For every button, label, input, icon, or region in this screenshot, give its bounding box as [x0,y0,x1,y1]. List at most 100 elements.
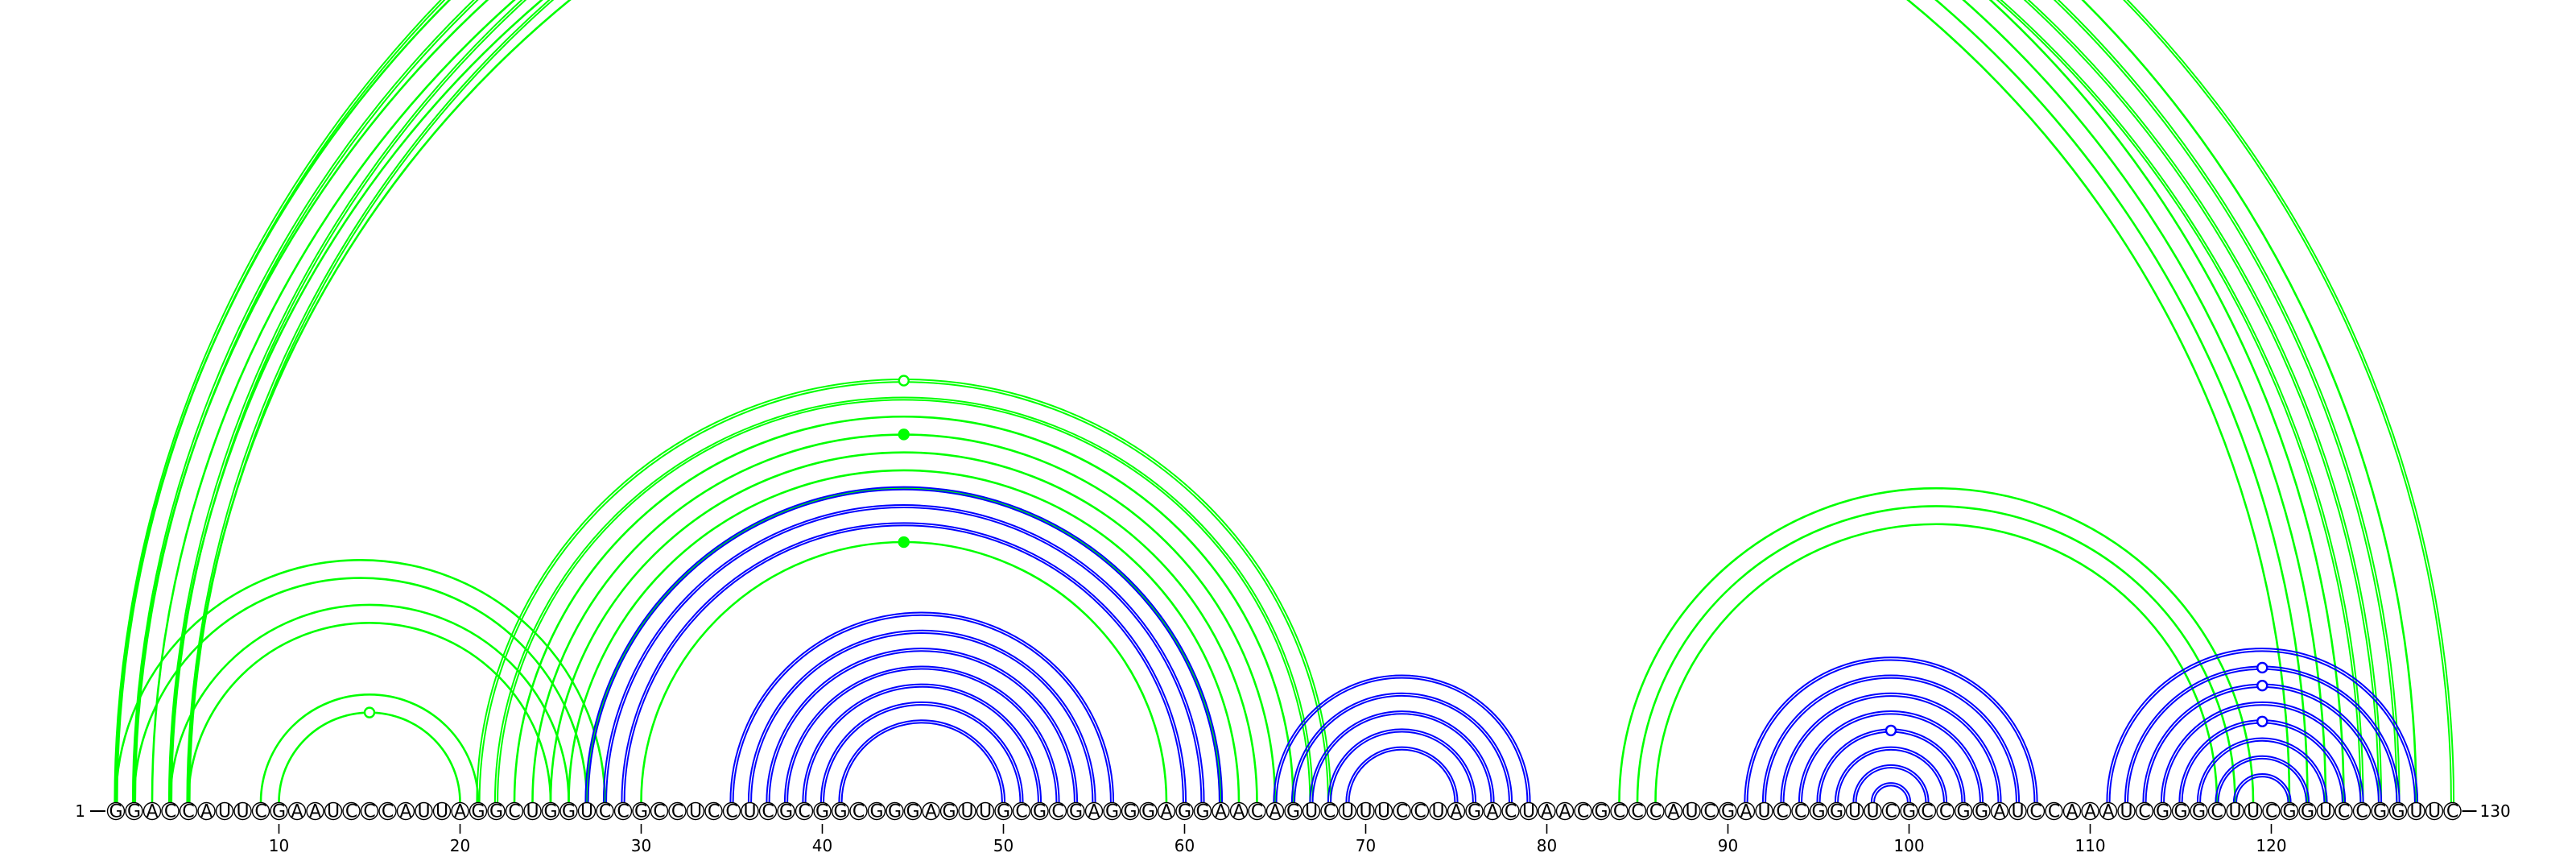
nucleotide: A [1736,802,1756,822]
nucleotide: G [994,802,1013,822]
nucleotide-circle [342,801,361,821]
nucleotide-letter: U [436,802,448,822]
arc-stroke [768,650,1075,803]
start-label: 1 [75,801,85,821]
nucleotide-circle [2371,801,2389,821]
nucleotide-circle [1320,801,1339,821]
arc-stroke [838,719,1006,803]
nucleotide: G [813,802,832,822]
arcs-layer [114,0,2455,803]
nucleotide-letter: G [1721,802,1735,822]
arc-stroke [133,577,588,803]
nucleotide-letter: U [2120,802,2132,822]
nucleotide: C [668,802,687,822]
nucleotide-letter: G [2174,802,2187,822]
nucleotide-letter: G [1594,802,1608,822]
arc-23-66 [513,415,1294,803]
nucleotide-letter: U [1522,802,1535,822]
nucleotide-letter: C [345,802,357,822]
arc-stroke [278,711,461,803]
arc-stroke [819,701,1024,803]
nucleotide-letter: U [1866,802,1879,822]
arc-stroke [2181,722,2343,803]
nucleotide-circle [2262,801,2281,821]
nucleotide-letter: G [109,802,122,822]
open-marker [1885,724,1897,737]
arc-stroke [478,381,1329,803]
nucleotide-letter: U [1757,802,1770,822]
markers-layer [363,375,2268,737]
nucleotide: C [849,802,868,822]
nucleotide: C [1048,802,1067,822]
arc-stroke [1311,713,1492,803]
nucleotide: C [758,802,778,822]
nucleotide-circle [1501,801,1520,821]
nucleotide-letter: C [2338,802,2350,822]
nucleotide-letter: A [2066,802,2078,822]
nucleotide-circle [1972,801,1991,821]
sequence-axis: 1 130 [75,801,2510,821]
nucleotide-letter: C [1703,802,1715,822]
nucleotide-circle [686,801,705,821]
nucleotide: A [1265,802,1285,822]
nucleotide: C [1410,802,1430,822]
nucleotide-letter: C [2211,802,2223,822]
nucleotide-circle [1881,801,1901,821]
arc-27-62 [584,486,1224,803]
arc-stroke [187,0,2291,803]
arc-stroke [568,469,1241,803]
nucleotide: A [1664,802,1683,822]
nucleotide-circle [1284,801,1302,821]
nucleotide: G [831,802,850,822]
nucleotide: C [505,802,524,822]
nucleotide: C [1610,802,1629,822]
nucleotide: G [2371,801,2389,822]
nucleotide-circle [1429,801,1447,821]
arc-stroke [585,486,1222,803]
arc-stroke [2217,757,2307,803]
nucleotide: G [270,802,288,822]
nucleotide-letter: G [1811,802,1825,822]
nucleotide-letter: U [743,802,756,822]
nucleotide-letter: G [815,802,829,822]
nucleotide-circle [2352,801,2372,821]
nucleotide-circle [1248,801,1266,821]
nucleotide-letter: A [1160,802,1172,822]
nucleotide-letter: G [888,802,902,822]
nucleotide-circle [1030,801,1049,821]
nucleotide-letter: C [1776,802,1788,822]
nucleotide-letter: G [997,802,1010,822]
filled-marker [898,428,910,441]
arc-stroke [587,488,1220,803]
arc-stroke [167,0,2383,803]
nucleotide-letter: G [2192,802,2206,822]
nucleotide-letter: G [1468,802,1481,822]
nucleotide-circle [1936,801,1955,821]
nucleotide-circle [106,801,126,821]
nucleotide-circle [487,801,506,821]
nucleotide-circle [2171,801,2190,821]
nucleotide-letter: G [2373,802,2387,822]
nucleotide: G [2190,802,2208,822]
nucleotide-circle [903,801,923,821]
arc-35-56 [729,611,1115,803]
arc-stroke [497,399,1311,803]
arc-2-27 [133,577,588,803]
nucleotide-circle [867,801,886,821]
nucleotide: G [1591,802,1611,822]
nucleotide-circle [215,801,234,821]
nucleotide-circle [1864,801,1882,821]
nucleotide: U [523,802,542,822]
nucleotide: C [2207,802,2227,822]
nucleotide: A [922,802,940,822]
nucleotide: C [179,802,198,822]
nucleotide-letter: C [725,802,737,822]
nucleotide: G [2280,802,2299,822]
arc-stroke [840,722,1003,803]
nucleotide-letter: A [454,802,466,822]
arc-stroke [1275,677,1529,803]
nucleotide: G [1193,802,1212,822]
arc-86-117 [1654,523,2219,803]
arc-stroke [259,693,480,803]
